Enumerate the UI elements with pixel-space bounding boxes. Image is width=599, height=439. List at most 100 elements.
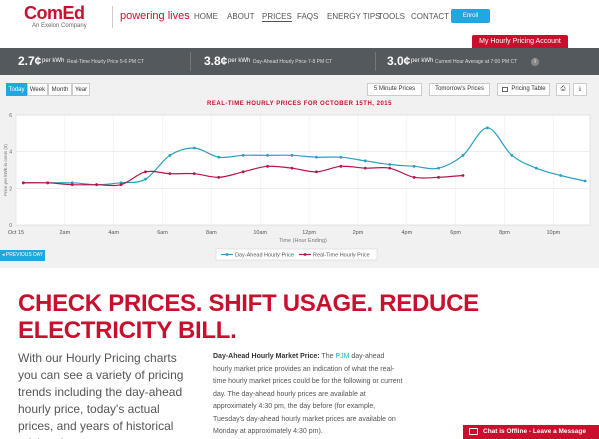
series-point-1 (437, 175, 440, 179)
description-body: day-ahead hourly market price provides a… (213, 353, 403, 435)
legend-label-1: Real-Time Hourly Price (313, 253, 370, 259)
nav-faqs[interactable]: FAQS (297, 12, 319, 21)
legend-marker-0 (225, 253, 229, 256)
dayahead-price-value: 3.8¢ (204, 54, 228, 68)
series-point-1 (46, 181, 50, 185)
x-tick-label: 2pm (353, 230, 364, 236)
five-minute-prices-button[interactable]: 5 Minute Prices (367, 83, 422, 96)
price-summary-bar: 2.7¢ per kWh Real-Time Hourly Price 5-6 … (0, 48, 599, 75)
legend-label-0: Day-Ahead Hourly Price (235, 253, 294, 259)
nav-prices[interactable]: PRICES (262, 12, 292, 22)
tab-today[interactable]: Today (6, 83, 27, 96)
x-tick-label: 2am (59, 230, 70, 236)
tab-year[interactable]: Year (72, 83, 90, 96)
current-average-desc: Current Hour Average at 7:00 PM CT (435, 59, 518, 65)
print-icon[interactable]: ⎙ (556, 83, 570, 96)
series-point-1 (241, 170, 245, 174)
x-tick-label: 10pm (546, 230, 560, 236)
x-tick-label: 6pm (450, 230, 461, 236)
series-point-0 (168, 153, 172, 157)
current-average-value: 3.0¢ (387, 54, 411, 68)
series-point-0 (217, 155, 221, 159)
tomorrows-prices-button[interactable]: Tomorrow's Prices (429, 83, 490, 96)
nav-tools[interactable]: TOOLS (378, 12, 405, 21)
table-icon (502, 87, 508, 92)
pricing-chart-panel: Today Week Month Year 5 Minute Prices To… (0, 75, 599, 268)
page-headline: CHECK PRICES. SHIFT USAGE. REDUCE ELECTR… (18, 290, 479, 344)
description-label: Day-Ahead Hourly Market Price: (213, 353, 320, 360)
pricing-table-button[interactable]: Pricing Table (497, 83, 550, 96)
x-tick-label: 6am (157, 230, 168, 236)
series-point-0 (388, 163, 392, 166)
realtime-price-desc: Real-Time Hourly Price 5-6 PM CT (67, 59, 145, 65)
series-point-0 (534, 166, 538, 170)
pricing-table-label: Pricing Table (511, 86, 546, 92)
x-tick-label: Oct 15 (8, 230, 24, 236)
series-point-1 (70, 183, 74, 187)
series-point-0 (559, 174, 563, 177)
series-point-0 (437, 166, 440, 170)
enroll-button[interactable]: Enroll (451, 9, 490, 23)
series-point-0 (412, 164, 416, 168)
y-tick-label: 6 (9, 113, 12, 119)
series-point-0 (363, 159, 367, 163)
series-point-0 (461, 153, 465, 157)
legend-marker-1 (303, 253, 307, 256)
dayahead-price-desc: Day-Ahead Hourly Price 7-8 PM CT (253, 59, 333, 65)
chat-label: Chat is Offline - Leave a Message (483, 428, 586, 435)
realtime-price-unit: per kWh (42, 58, 65, 64)
series-point-1 (119, 183, 123, 187)
series-point-0 (486, 126, 489, 130)
chat-offline-button[interactable]: Chat is Offline - Leave a Message (463, 425, 599, 439)
series-point-0 (266, 153, 269, 157)
series-point-1 (95, 183, 99, 187)
tab-month[interactable]: Month (48, 83, 72, 96)
day-ahead-description: Day-Ahead Hourly Market Price: The PJM d… (213, 351, 403, 439)
y-tick-label: 4 (9, 150, 12, 156)
series-point-0 (583, 179, 587, 183)
nav-contact[interactable]: CONTACT (411, 12, 450, 21)
previous-day-button[interactable]: ◂ PREVIOUS DAY (0, 250, 45, 261)
price-line-chart: 0 2 4 6 Oct 15 2am 4am 6am 8am 10am 12pm 2pm 4pm 6pm 8… (3, 113, 591, 261)
series-point-0 (144, 177, 147, 181)
hourly-pricing-account-button[interactable]: My Hourly Pricing Account (472, 35, 568, 48)
x-tick-label: 10am (253, 230, 267, 236)
series-point-0 (339, 155, 343, 159)
series-point-1 (217, 175, 221, 179)
nav-energy-tips[interactable]: ENERGY TIPS (327, 12, 381, 21)
nav-home[interactable]: HOME (194, 12, 218, 21)
info-icon[interactable]: i (531, 58, 539, 66)
series-point-0 (241, 153, 245, 157)
series-point-1 (315, 170, 318, 174)
comed-logo[interactable]: ComEd An Exelon Company (24, 3, 112, 33)
chart-title: REAL-TIME HOURLY PRICES FOR OCTOBER 15TH… (207, 101, 392, 107)
series-point-1 (168, 172, 172, 176)
series-point-0 (315, 155, 318, 159)
nav-about[interactable]: ABOUT (227, 12, 255, 21)
series-point-1 (363, 166, 367, 170)
x-axis-label: Time (Hour Ending) (279, 238, 327, 244)
series-point-1 (388, 166, 392, 170)
x-tick-label: 12pm (302, 230, 316, 236)
series-point-0 (510, 153, 514, 157)
series-point-1 (21, 181, 25, 185)
download-icon[interactable]: ⤓ (573, 83, 587, 96)
x-tick-label: 8am (206, 230, 217, 236)
lead-paragraph: With our Hourly Pricing charts you can s… (18, 351, 184, 439)
logo-wordmark: ComEd (24, 3, 85, 23)
y-tick-label: 2 (9, 186, 12, 192)
price-separator (190, 52, 191, 71)
legend-box (215, 248, 378, 261)
pjm-link[interactable]: PJM (335, 353, 350, 360)
chat-icon (469, 428, 478, 435)
tab-week[interactable]: Week (27, 83, 48, 96)
current-average-unit: per kWh (411, 58, 434, 64)
series-point-1 (144, 170, 147, 174)
y-tick-label: 0 (9, 223, 12, 229)
description-pre: The (319, 353, 336, 360)
tagline: powering lives (120, 10, 190, 22)
x-tick-label: 8pm (499, 230, 510, 236)
logo-divider (112, 6, 113, 28)
y-axis-label: Price per kWh in cents (¢) (3, 144, 8, 196)
